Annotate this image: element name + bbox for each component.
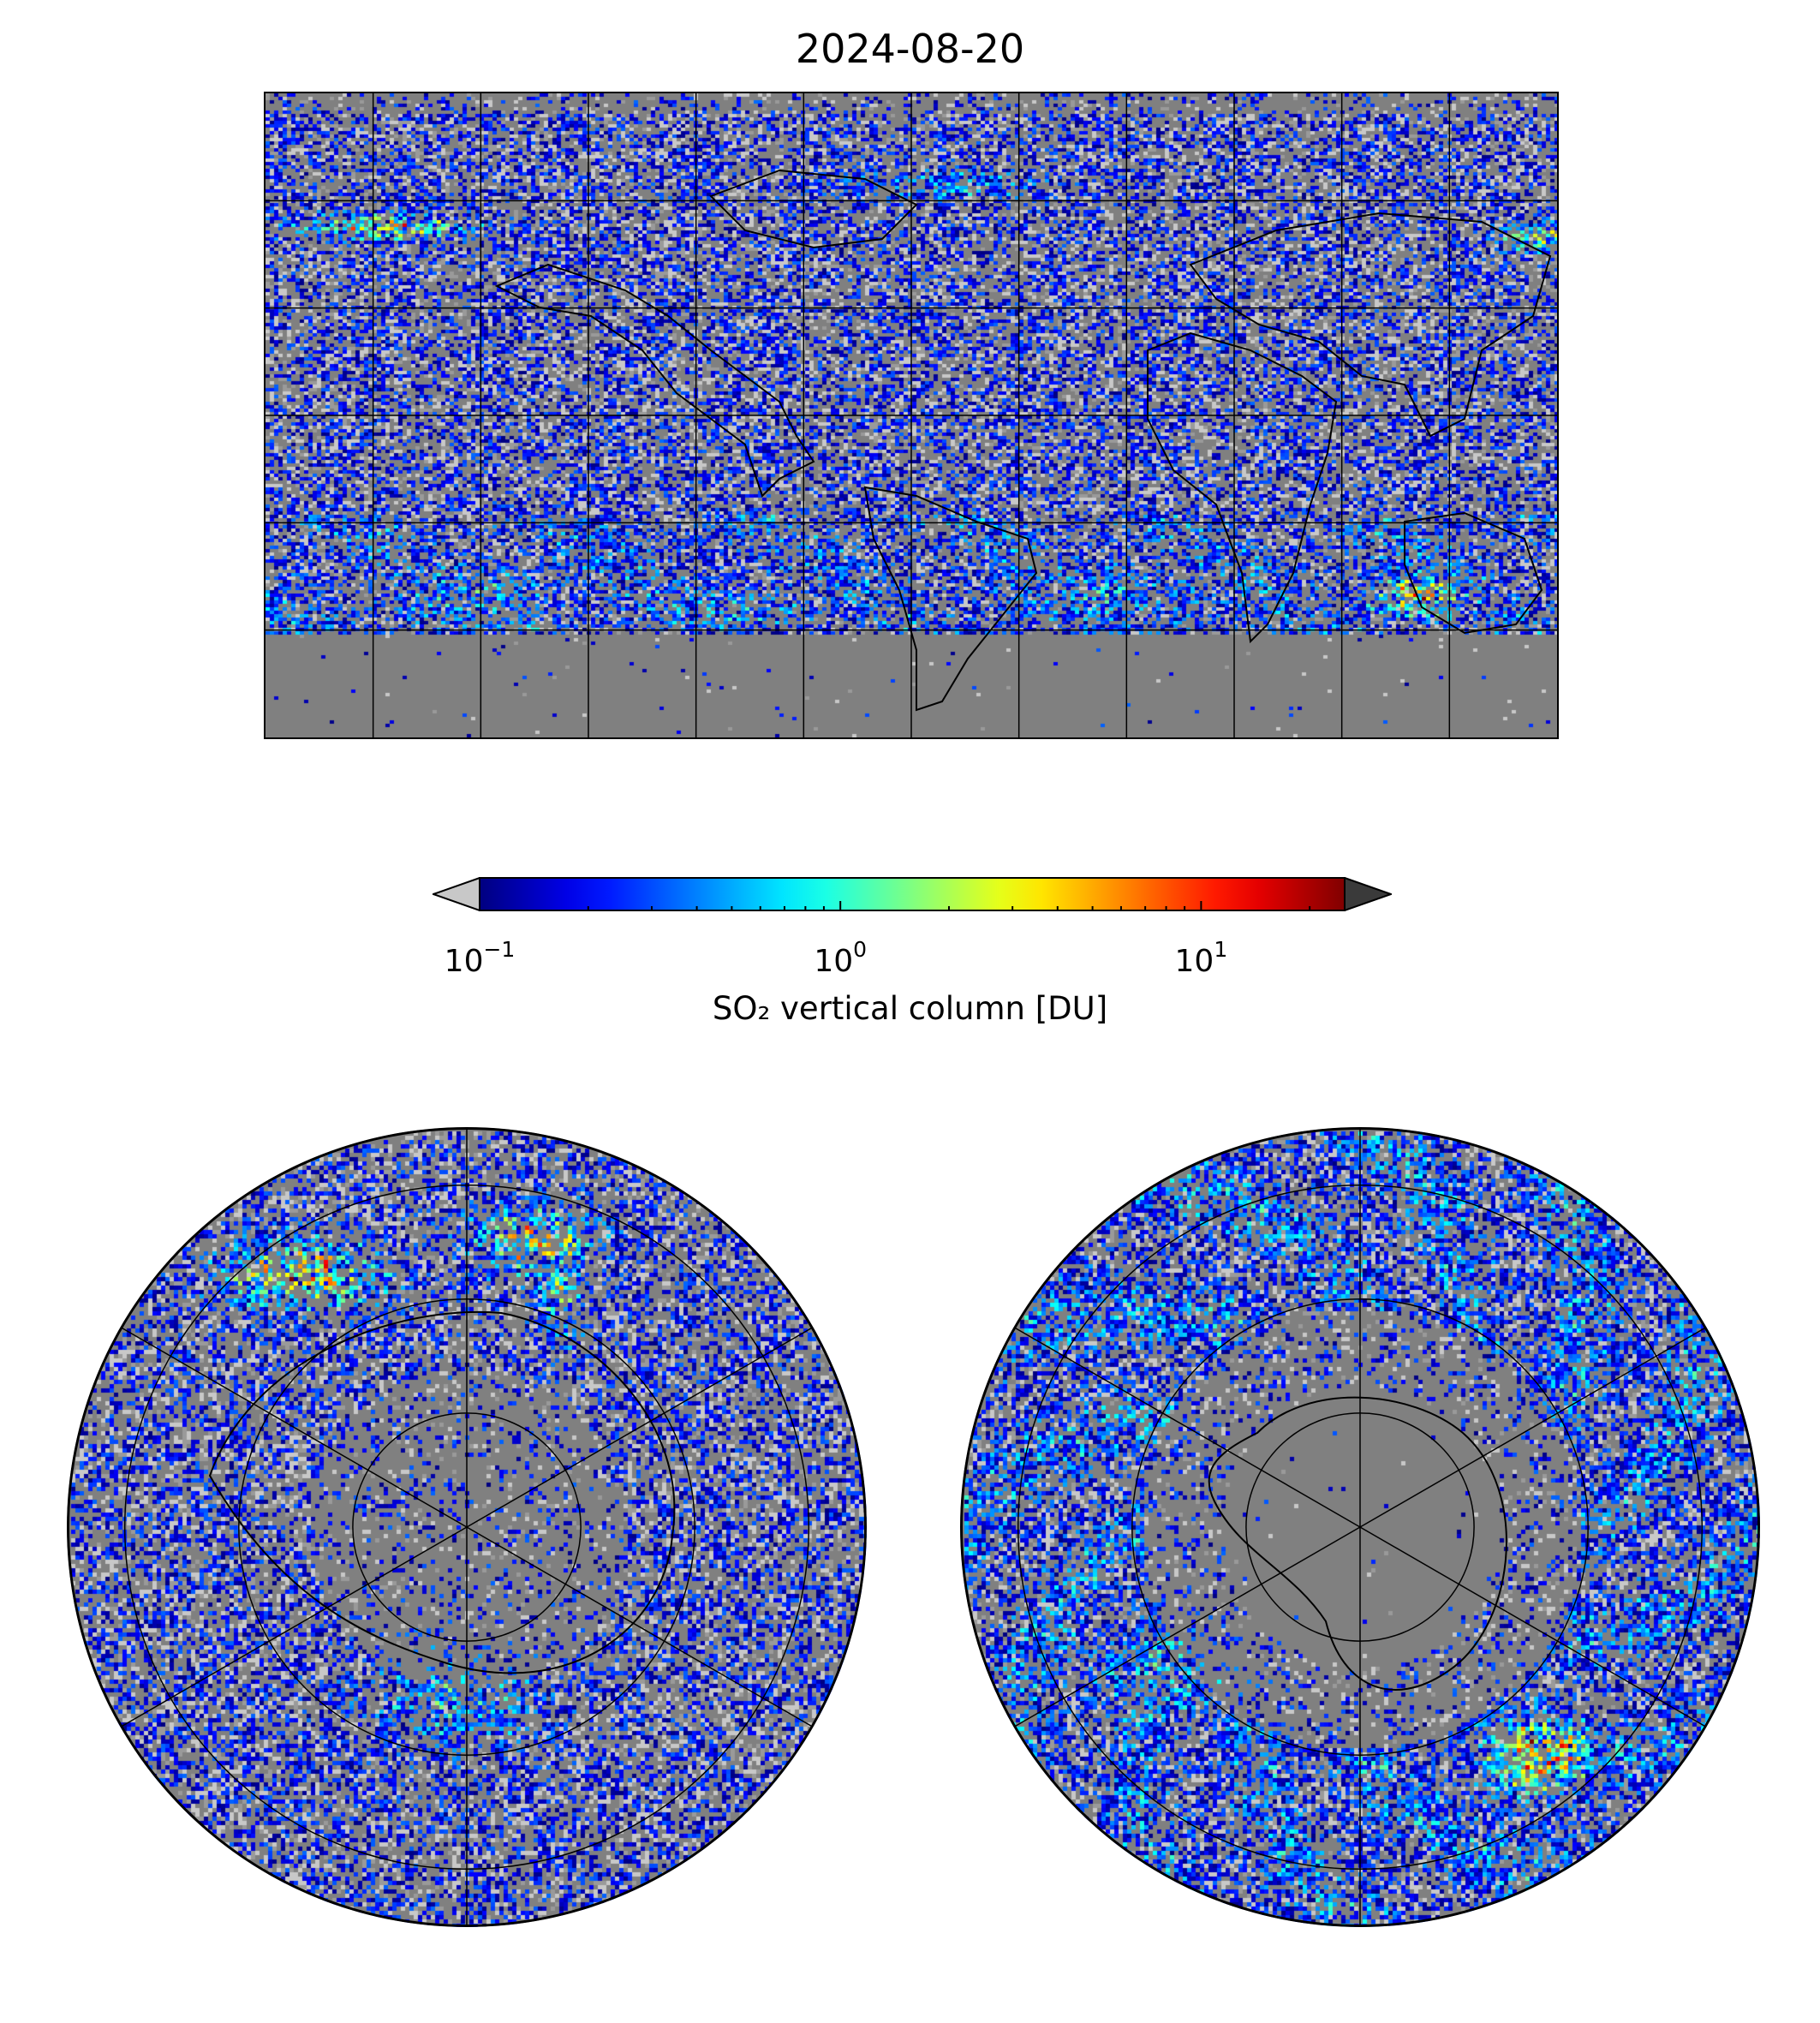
meridian-gridline <box>120 1526 468 1728</box>
south-polar-map <box>960 1127 1760 1927</box>
global-gridlines-and-coastlines <box>266 93 1557 737</box>
meridian-gridline <box>1013 1526 1361 1728</box>
figure-title: 2024-08-20 <box>795 26 1025 72</box>
arctic-coastline <box>208 1311 676 1674</box>
colorbar <box>430 876 1394 912</box>
coastline <box>863 486 1038 712</box>
meridian-gridline <box>1359 1526 1707 1728</box>
south-polar-gridlines <box>960 1127 1760 1927</box>
global-map <box>264 92 1559 739</box>
colorbar-tick-label: 10−1 <box>444 937 516 979</box>
colorbar-graphic <box>430 876 1394 912</box>
meridian-gridline <box>466 1526 814 1728</box>
colorbar-tick-label: 101 <box>1174 937 1228 979</box>
antarctica-coastline <box>1208 1396 1507 1691</box>
north-polar-map <box>67 1127 867 1927</box>
meridian-gridline <box>466 1326 814 1528</box>
map-boundary <box>960 1127 1760 1927</box>
meridian-gridline <box>1013 1326 1361 1528</box>
colorbar-gradient <box>479 877 1346 911</box>
map-boundary <box>67 1127 867 1927</box>
meridian-gridline <box>120 1326 468 1528</box>
coastline <box>1189 212 1552 438</box>
coastline <box>709 169 918 249</box>
meridian-gridline <box>1359 1326 1707 1528</box>
colorbar-under-extension <box>430 876 480 912</box>
colorbar-over-extension <box>1344 876 1394 912</box>
colorbar-tick-label: 100 <box>814 937 868 979</box>
north-polar-gridlines <box>67 1127 867 1927</box>
coastline <box>1147 331 1338 644</box>
coastline <box>494 263 815 498</box>
colorbar-label: SO₂ vertical column [DU] <box>712 990 1108 1027</box>
coastline <box>1404 511 1543 635</box>
